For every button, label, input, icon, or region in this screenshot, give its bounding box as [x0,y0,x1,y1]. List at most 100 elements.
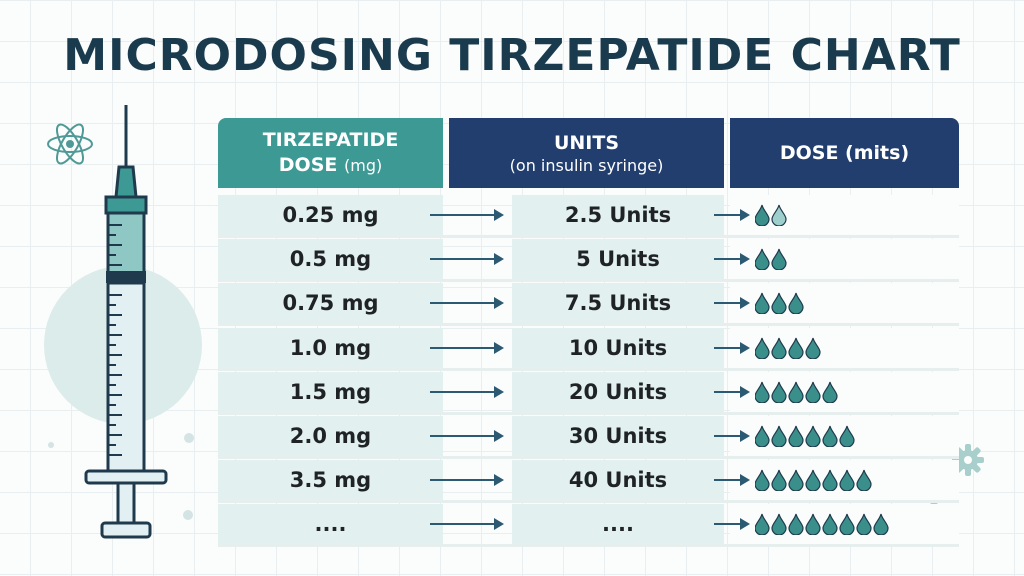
drop-count [755,204,787,226]
arrow-right-icon [714,430,750,442]
water-drop-icon [856,514,872,536]
header-col1-unit: (mg) [343,156,383,175]
drop-count [755,514,889,536]
units-cell: 10 Units [512,327,724,368]
dose-cell: 1.5 mg [218,371,443,412]
water-drop-icon [755,381,770,403]
header-col1-line2: DOSE [278,154,338,176]
row-divider [218,500,959,504]
arrow-right-icon [430,341,504,354]
water-drop-icon [771,470,787,492]
drop-count [755,293,804,315]
arrow-right-icon [714,518,750,531]
water-drop-icon [755,204,770,226]
row-divider [218,544,959,548]
units-cell: 2.5 Units [512,195,724,235]
arrow-right-icon [430,430,504,442]
decorative-dot [48,442,54,448]
table-row: 2.0 mg 30 Units [218,416,959,459]
water-drop-icon [771,425,787,447]
water-drop-icon [755,293,770,315]
water-drop-icon [788,337,804,359]
dose-cell: 1.0 mg [218,327,443,368]
row-divider [218,367,959,371]
drop-count [755,337,821,359]
page-title: MICRODOSING TIRZEPATIDE CHART [63,30,961,81]
units-cell: 40 Units [512,460,724,501]
dose-cell: 3.5 mg [218,460,443,501]
water-drop-icon [755,514,770,536]
drop-count [755,470,872,492]
water-drop-icon [805,337,821,359]
water-drop-icon [788,470,804,492]
row-divider [218,456,959,459]
header-col1-line1: TIRZEPATIDE [262,129,399,151]
header-tirzepatide-dose: TIRZEPATIDE DOSE (mg) [218,118,443,188]
dose-cell: 0.75 mg [218,283,443,324]
arrow-right-icon [430,518,504,531]
water-drop-icon [755,425,770,447]
water-drop-icon [805,470,821,492]
water-drop-icon [839,514,855,536]
water-drop-icon [805,425,821,447]
table-row: 3.5 mg 40 Units [218,460,959,504]
header-col2-main: UNITS [553,131,620,154]
arrow-right-icon [714,341,750,354]
drop-count [755,381,838,403]
header-col3: DOSE (mits) [779,142,910,164]
decorative-dot [184,433,194,443]
units-cell: 30 Units [512,416,724,456]
row-divider [218,235,959,238]
water-drop-icon [788,425,804,447]
arrow-right-icon [430,385,504,398]
water-drop-icon [788,514,804,536]
table-row: ........ [218,504,959,548]
dose-cell: 0.5 mg [218,239,443,280]
arrow-right-icon [714,297,750,310]
water-drop-icon [856,470,872,492]
water-drop-icon [873,514,889,536]
table-row: 1.5 mg 20 Units [218,371,959,415]
water-drop-icon [771,381,787,403]
water-drop-icon [805,381,821,403]
water-drop-icon [839,425,855,447]
water-drop-icon [788,293,804,315]
water-drop-icon [771,514,787,536]
row-divider [218,411,959,415]
table-row: 1.0 mg 10 Units [218,327,959,371]
table-row: 0.75 mg 7.5 Units [218,283,959,327]
units-cell: 20 Units [512,371,724,412]
water-drop-icon [822,381,838,403]
water-drop-icon [822,514,838,536]
dose-cell: 0.25 mg [218,195,443,235]
water-drop-icon [822,470,838,492]
arrow-right-icon [714,474,750,487]
arrow-right-icon [714,253,750,266]
header-units: UNITS (on insulin syringe) [449,118,724,188]
arrow-right-icon [430,253,504,266]
header-dose-mits: DOSE (mits) [730,118,959,188]
arrow-right-icon [430,474,504,487]
atom-icon [47,123,93,165]
arrow-right-icon [430,297,504,310]
water-drop-icon [771,337,787,359]
drop-count [755,425,855,447]
table-row: 0.5 mg 5 Units [218,239,959,283]
syringe-icon [84,105,168,539]
water-drop-icon [771,293,787,315]
water-drop-icon [805,514,821,536]
row-divider [218,323,959,327]
arrow-right-icon [714,209,750,221]
table-row: 0.25 mg 2.5 Units [218,195,959,238]
units-cell: 5 Units [512,239,724,280]
decorative-dot [183,510,193,520]
arrow-right-icon [714,385,750,398]
water-drop-icon [755,470,770,492]
water-drop-icon [788,381,804,403]
units-cell: 7.5 Units [512,283,724,324]
water-drop-icon [755,337,770,359]
arrow-right-icon [430,209,504,221]
water-drop-icon [839,470,855,492]
dose-cell: 2.0 mg [218,416,443,456]
water-drop-icon [771,249,787,271]
